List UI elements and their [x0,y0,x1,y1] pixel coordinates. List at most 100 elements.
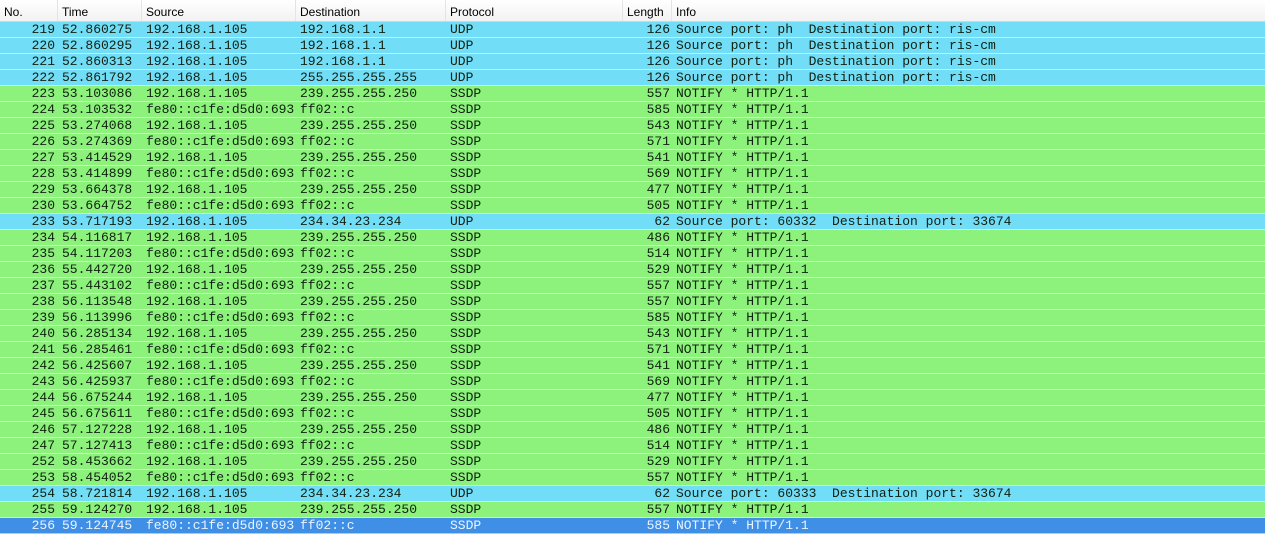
packet-protocol: SSDP [450,198,482,213]
packet-length: 126 [646,22,670,37]
table-row[interactable]: 246 57.127228 192.168.1.105 239.255.255.250… [0,422,1265,438]
packet-info: NOTIFY * HTTP/1.1 [676,326,809,341]
packet-source: 192.168.1.105 [146,86,248,101]
packet-destination: 192.168.1.1 [300,22,386,37]
packet-source: fe80::c1fe:d5d0:693 [146,470,295,485]
table-row[interactable]: 254 58.721814 192.168.1.105 234.34.23.234 UD… [0,486,1265,502]
table-row[interactable]: 230 53.664752 fe80::c1fe:d5d0:693 ff02::c SS… [0,198,1265,214]
packet-number: 222 [31,70,55,85]
packet-protocol: SSDP [450,518,482,533]
table-row[interactable]: 252 58.453662 192.168.1.105 239.255.255.250… [0,454,1265,470]
packet-length: 505 [646,198,670,213]
packet-time: 57.127228 [62,422,133,437]
table-row[interactable]: 234 54.116817 192.168.1.105 239.255.255.250… [0,230,1265,246]
table-row[interactable]: 247 57.127413 fe80::c1fe:d5d0:693 ff02::c SS… [0,438,1265,454]
packet-destination: 239.255.255.250 [300,150,418,165]
packet-length: 557 [646,278,670,293]
packet-number: 227 [31,150,55,165]
packet-source: 192.168.1.105 [146,294,248,309]
table-row-selected[interactable]: 256 59.124745 fe80::c1fe:d5d0:693 ff02::c SS… [0,518,1265,534]
packet-protocol: UDP [450,54,474,69]
packet-length: 543 [646,326,670,341]
table-row[interactable]: 229 53.664378 192.168.1.105 239.255.255.250… [0,182,1265,198]
packet-time: 54.117203 [62,246,133,261]
column-header-time[interactable]: Time [58,0,142,21]
packet-info: Source port: ph Destination port: ris-cm [676,70,996,85]
packet-number: 255 [31,502,55,517]
packet-info: NOTIFY * HTTP/1.1 [676,518,809,533]
packet-length: 585 [646,102,670,117]
packet-time: 53.664752 [62,198,133,213]
table-row[interactable]: 233 53.717193 192.168.1.105 234.34.23.234 UD… [0,214,1265,230]
packet-length: 543 [646,118,670,133]
packet-source: fe80::c1fe:d5d0:693 [146,406,295,421]
packet-destination: ff02::c [300,518,355,533]
column-header-source[interactable]: Source [142,0,296,21]
packet-destination: 234.34.23.234 [300,214,402,229]
table-row[interactable]: 228 53.414899 fe80::c1fe:d5d0:693 ff02::c SS… [0,166,1265,182]
table-row[interactable]: 242 56.425607 192.168.1.105 239.255.255.250… [0,358,1265,374]
packet-length: 557 [646,502,670,517]
packet-number: 225 [31,118,55,133]
packet-length: 126 [646,54,670,69]
table-row[interactable]: 238 56.113548 192.168.1.105 239.255.255.250… [0,294,1265,310]
column-header-no[interactable]: No. [0,0,58,21]
packet-time: 52.861792 [62,70,133,85]
table-row[interactable]: 219 52.860275 192.168.1.105 192.168.1.1 UDP 1… [0,22,1265,38]
packet-time: 59.124270 [62,502,133,517]
packet-number: 224 [31,102,55,117]
column-header-protocol[interactable]: Protocol [446,0,623,21]
packet-number: 246 [31,422,55,437]
packet-source: 192.168.1.105 [146,262,248,277]
packet-destination: 192.168.1.1 [300,54,386,69]
packet-info: NOTIFY * HTTP/1.1 [676,406,809,421]
packet-list[interactable]: 219 52.860275 192.168.1.105 192.168.1.1 UDP 1… [0,22,1265,534]
packet-source: 192.168.1.105 [146,358,248,373]
packet-source: fe80::c1fe:d5d0:693 [146,518,295,533]
table-row[interactable]: 237 55.443102 fe80::c1fe:d5d0:693 ff02::c SS… [0,278,1265,294]
table-row[interactable]: 235 54.117203 fe80::c1fe:d5d0:693 ff02::c SS… [0,246,1265,262]
packet-number: 252 [31,454,55,469]
table-row[interactable]: 226 53.274369 fe80::c1fe:d5d0:693 ff02::c SS… [0,134,1265,150]
table-row[interactable]: 236 55.442720 192.168.1.105 239.255.255.250… [0,262,1265,278]
packet-length: 571 [646,342,670,357]
column-header-length[interactable]: Length [623,0,672,21]
table-row[interactable]: 245 56.675611 fe80::c1fe:d5d0:693 ff02::c SS… [0,406,1265,422]
table-row[interactable]: 224 53.103532 fe80::c1fe:d5d0:693 ff02::c SS… [0,102,1265,118]
packet-time: 53.274369 [62,134,133,149]
table-row[interactable]: 253 58.454052 fe80::c1fe:d5d0:693 ff02::c SS… [0,470,1265,486]
packet-length: 569 [646,374,670,389]
table-row[interactable]: 223 53.103086 192.168.1.105 239.255.255.250… [0,86,1265,102]
packet-number: 241 [31,342,55,357]
packet-protocol: UDP [450,70,474,85]
packet-info: Source port: ph Destination port: ris-cm [676,38,996,53]
table-row[interactable]: 255 59.124270 192.168.1.105 239.255.255.250… [0,502,1265,518]
table-row[interactable]: 240 56.285134 192.168.1.105 239.255.255.250… [0,326,1265,342]
packet-source: 192.168.1.105 [146,38,248,53]
table-row[interactable]: 239 56.113996 fe80::c1fe:d5d0:693 ff02::c SS… [0,310,1265,326]
packet-protocol: SSDP [450,150,482,165]
table-row[interactable]: 225 53.274068 192.168.1.105 239.255.255.250… [0,118,1265,134]
column-header-destination[interactable]: Destination [296,0,446,21]
packet-protocol: SSDP [450,342,482,357]
packet-source: fe80::c1fe:d5d0:693 [146,102,295,117]
packet-source: 192.168.1.105 [146,214,248,229]
packet-source: 192.168.1.105 [146,22,248,37]
table-row[interactable]: 222 52.861792 192.168.1.105 255.255.255.255… [0,70,1265,86]
packet-length: 486 [646,230,670,245]
column-header-info[interactable]: Info [676,5,697,19]
packet-info: NOTIFY * HTTP/1.1 [676,230,809,245]
packet-protocol: SSDP [450,438,482,453]
table-row[interactable]: 244 56.675244 192.168.1.105 239.255.255.250… [0,390,1265,406]
packet-source: 192.168.1.105 [146,182,248,197]
table-row[interactable]: 227 53.414529 192.168.1.105 239.255.255.250… [0,150,1265,166]
table-row[interactable]: 241 56.285461 fe80::c1fe:d5d0:693 ff02::c SS… [0,342,1265,358]
packet-time: 56.675611 [62,406,133,421]
packet-info: Source port: 60333 Destination port: 336… [676,486,1012,501]
packet-destination: ff02::c [300,406,355,421]
table-row[interactable]: 221 52.860313 192.168.1.105 192.168.1.1 UDP 1… [0,54,1265,70]
packet-number: 243 [31,374,55,389]
table-row[interactable]: 220 52.860295 192.168.1.105 192.168.1.1 UDP 1… [0,38,1265,54]
table-row[interactable]: 243 56.425937 fe80::c1fe:d5d0:693 ff02::c SS… [0,374,1265,390]
packet-length: 557 [646,294,670,309]
